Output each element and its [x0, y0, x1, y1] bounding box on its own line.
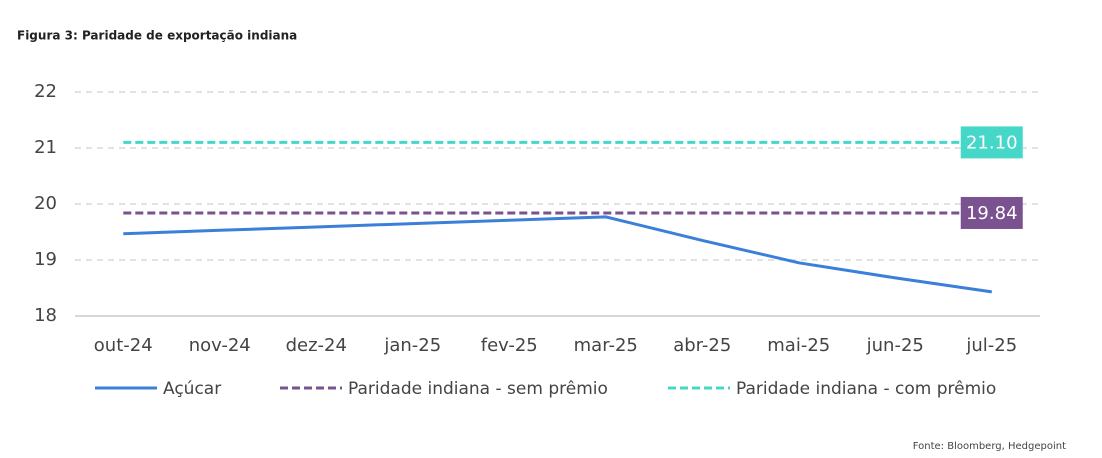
x-tick-label: jul-25 [965, 335, 1017, 356]
x-tick-label: out-24 [94, 335, 153, 356]
chart-title: Figura 3: Paridade de exportação indiana [17, 29, 297, 43]
y-tick-label: 22 [34, 81, 57, 102]
value-label: 19.84 [966, 203, 1018, 224]
value-label-box [960, 126, 1023, 159]
legend-label: Paridade indiana - sem prêmio [348, 379, 608, 399]
series-line [123, 215, 993, 294]
x-tick-label: abr-25 [673, 335, 731, 356]
x-tick-label: nov-24 [189, 335, 251, 356]
x-tick-label: fev-25 [481, 335, 538, 356]
x-tick-label: jan-25 [383, 335, 441, 356]
legend-label: Paridade indiana - com prêmio [736, 379, 996, 399]
y-tick-label: 19 [34, 249, 57, 270]
legend-label: Açúcar [163, 379, 221, 399]
source: Fonte: Bloomberg, Hedgepoint [913, 441, 1066, 452]
x-tick-label: mai-25 [767, 335, 830, 356]
value-label-box [960, 196, 1023, 229]
x-tick-label: jun-25 [866, 335, 924, 356]
y-tick-label: 18 [34, 305, 57, 326]
y-tick-label: 20 [34, 193, 57, 214]
value-label: 21.10 [966, 132, 1018, 153]
x-tick-label: mar-25 [574, 335, 638, 356]
x-tick-label: dez-24 [286, 335, 347, 356]
y-tick-label: 21 [34, 137, 57, 158]
